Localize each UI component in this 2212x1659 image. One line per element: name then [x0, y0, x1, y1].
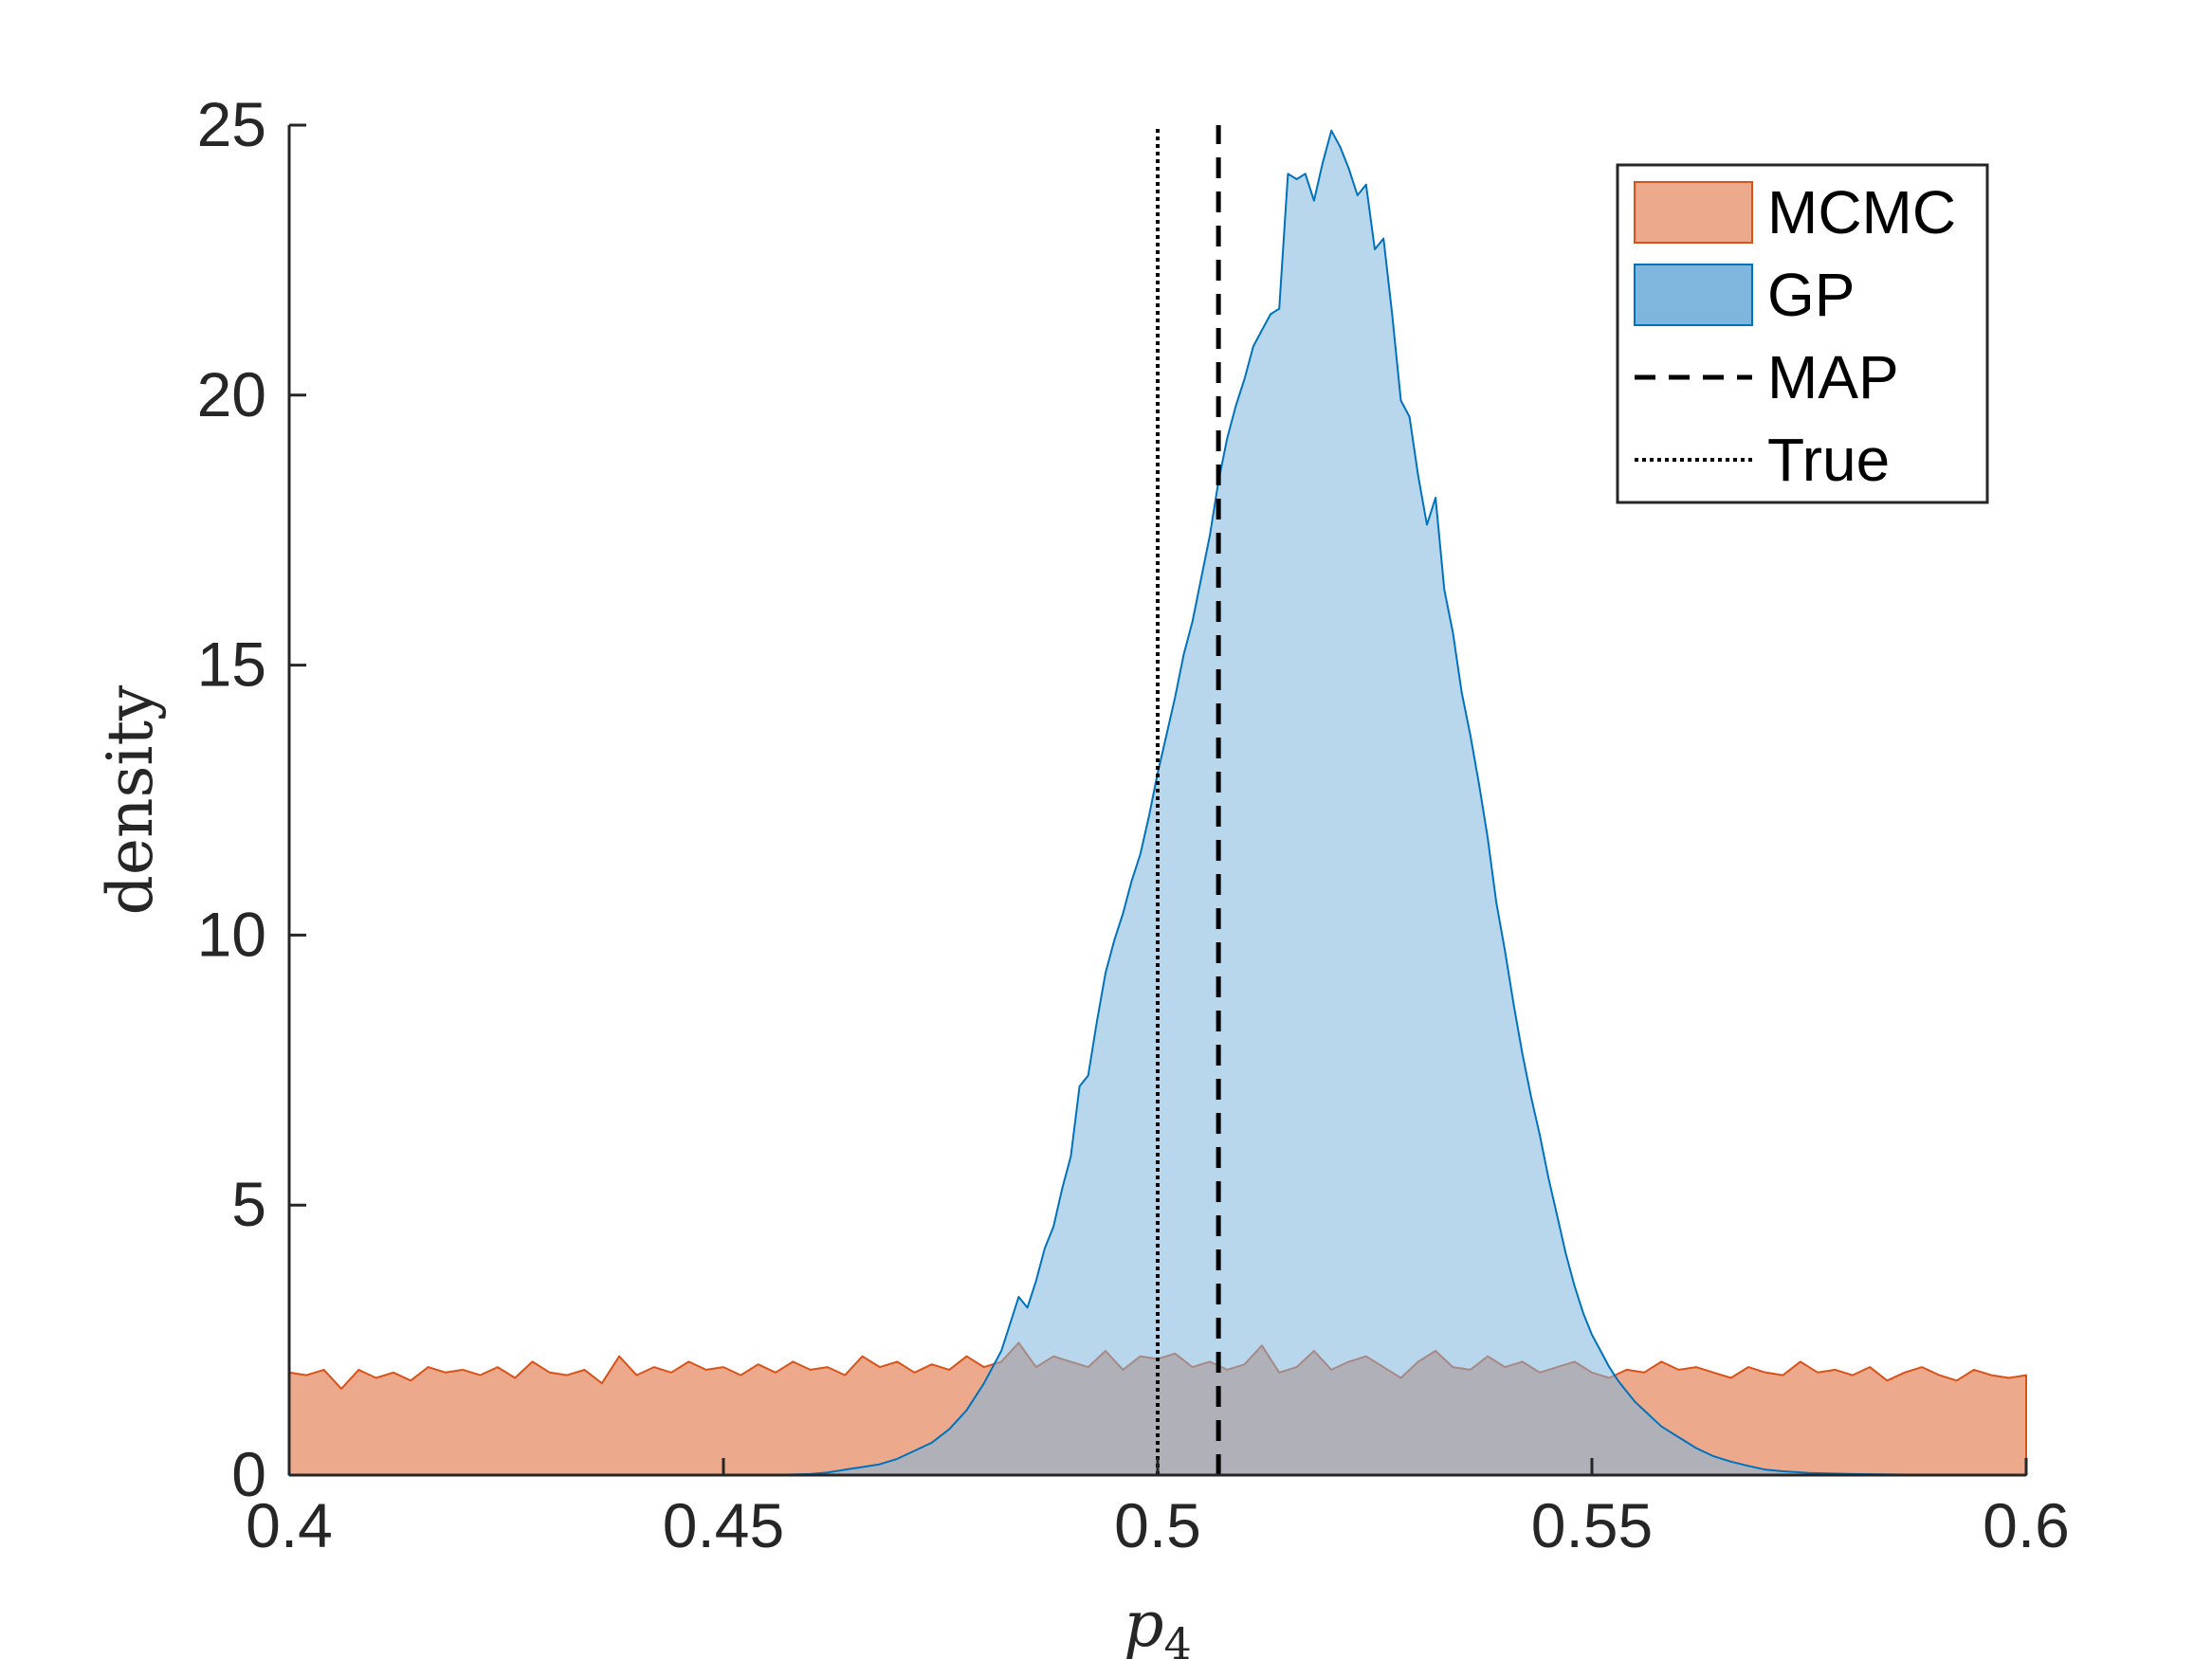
y-ticks: 0 5 10 15 20 25 — [197, 89, 306, 1509]
y-tick-label: 10 — [197, 899, 266, 969]
legend-swatch-mcmc — [1634, 181, 1753, 244]
plot-area — [288, 125, 2027, 1476]
y-axis-label: density — [94, 684, 167, 915]
x-tick-label: 0.4 — [246, 1490, 333, 1560]
legend-label-true: True — [1767, 426, 1890, 494]
x-tick-label: 0.55 — [1531, 1490, 1653, 1560]
legend-label-map: MAP — [1767, 343, 1899, 411]
x-tick-label: 0.6 — [1983, 1490, 2070, 1560]
legend: MCMC GP MAP True — [1616, 163, 1989, 504]
x-tick-label: 0.45 — [663, 1490, 784, 1560]
y-tick-label: 25 — [197, 89, 266, 159]
y-tick-label: 0 — [231, 1439, 266, 1509]
legend-label-gp: GP — [1767, 261, 1855, 329]
axes: 0.4 0.45 0.5 0.55 0.6 0 5 10 15 20 25 — [197, 89, 2070, 1560]
y-tick-label: 20 — [197, 359, 266, 429]
y-tick-label: 15 — [197, 629, 266, 700]
y-tick-label: 5 — [231, 1169, 266, 1239]
area-gp — [288, 129, 2027, 1476]
x-axis-label-main: p — [1124, 1588, 1163, 1659]
x-axis-label-subscript: 4 — [1163, 1618, 1191, 1659]
legend-label-mcmc: MCMC — [1767, 178, 1956, 246]
x-axis-label: p4 — [1124, 1588, 1192, 1659]
x-ticks: 0.4 0.45 0.5 0.55 0.6 — [246, 1458, 2070, 1560]
x-tick-label: 0.5 — [1114, 1490, 1201, 1560]
legend-swatch-gp — [1634, 264, 1753, 326]
